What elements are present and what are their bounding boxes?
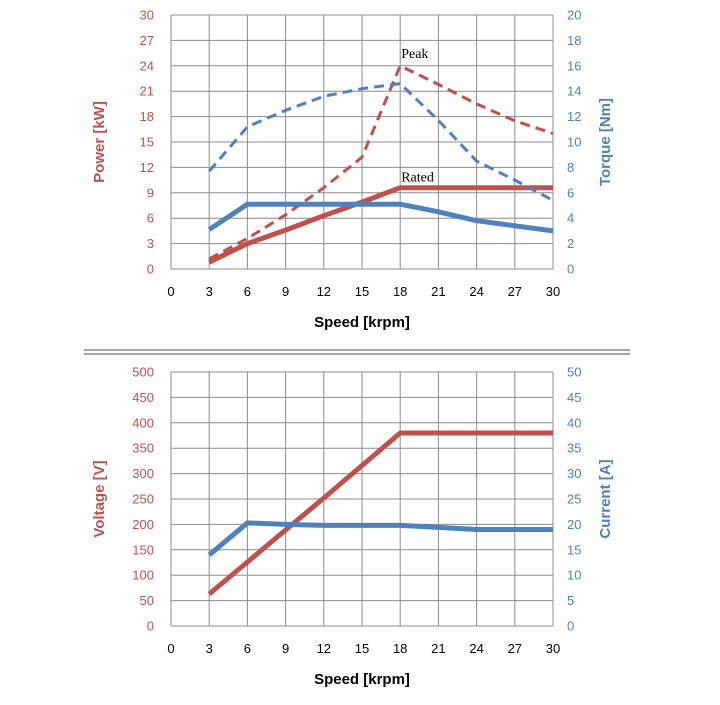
x-tick-label: 3 <box>206 641 213 656</box>
x-tick-label: 9 <box>282 284 289 299</box>
y-left-tick-label: 500 <box>132 365 154 380</box>
y-right-tick-label: 25 <box>567 492 581 507</box>
series-line-blue-solid <box>207 520 553 557</box>
y-left-tick-label: 24 <box>140 58 154 73</box>
y-left-tick-label: 300 <box>132 466 154 481</box>
annotation-rated: Rated <box>401 171 434 186</box>
x-tick-label: 15 <box>355 641 369 656</box>
x-tick-label: 0 <box>167 641 174 656</box>
y-left-tick-label: 18 <box>140 109 154 124</box>
x-tick-label: 30 <box>546 284 560 299</box>
y-right-tick-label: 0 <box>567 619 574 634</box>
y-right-tick-label: 20 <box>567 8 581 23</box>
y-left-tick-label: 9 <box>147 185 154 200</box>
y-left-tick-label: 150 <box>132 542 154 557</box>
y-left-tick-label: 0 <box>147 619 154 634</box>
x-tick-label: 21 <box>431 284 445 299</box>
x-tick-label: 27 <box>508 284 522 299</box>
y-left-tick-label: 350 <box>132 441 154 456</box>
x-tick-label: 15 <box>355 284 369 299</box>
y-left-tick-label: 450 <box>132 390 154 405</box>
y-right-tick-label: 15 <box>567 542 581 557</box>
y-left-tick-label: 6 <box>147 211 154 226</box>
x-axis-title: Speed [krpm] <box>314 314 410 331</box>
x-tick-label: 12 <box>317 284 331 299</box>
x-tick-label: 6 <box>244 641 251 656</box>
voltage-current-chart: 0501001502002503003504004505000510152025… <box>91 365 614 689</box>
x-tick-label: 24 <box>469 641 483 656</box>
y-right-tick-label: 16 <box>567 58 581 73</box>
y-right-tick-label: 45 <box>567 390 581 405</box>
y-right-tick-label: 2 <box>567 236 574 251</box>
y-left-tick-label: 21 <box>140 84 154 99</box>
series-line-blue-dashed <box>208 82 554 202</box>
series-line-red-solid <box>207 430 553 596</box>
y-right-tick-label: 8 <box>567 160 574 175</box>
x-tick-label: 18 <box>393 641 407 656</box>
y-left-tick-label: 12 <box>140 160 154 175</box>
x-axis-title: Speed [krpm] <box>314 671 410 688</box>
y-left-tick-label: 3 <box>147 236 154 251</box>
annotation-peak: Peak <box>401 47 428 62</box>
y-right-axis-title: Torque [Nm] <box>597 98 614 186</box>
x-tick-label: 12 <box>317 641 331 656</box>
x-tick-label: 9 <box>282 641 289 656</box>
y-right-tick-label: 35 <box>567 441 581 456</box>
y-right-tick-label: 50 <box>567 365 581 380</box>
y-left-tick-label: 0 <box>147 262 154 277</box>
y-left-tick-label: 50 <box>140 593 154 608</box>
y-right-tick-label: 5 <box>567 593 574 608</box>
series-line-red-dashed <box>208 64 554 261</box>
y-left-axis-title: Voltage [V] <box>91 460 108 537</box>
y-right-tick-label: 20 <box>567 517 581 532</box>
x-tick-label: 18 <box>393 284 407 299</box>
x-tick-label: 30 <box>546 641 560 656</box>
y-right-tick-label: 6 <box>567 185 574 200</box>
y-left-tick-label: 30 <box>140 8 154 23</box>
series-line-blue-solid <box>207 201 554 234</box>
x-tick-label: 27 <box>508 641 522 656</box>
y-left-tick-label: 400 <box>132 415 154 430</box>
y-right-tick-label: 10 <box>567 568 581 583</box>
y-left-tick-label: 15 <box>140 135 154 150</box>
y-right-tick-label: 4 <box>567 211 574 226</box>
y-right-tick-label: 0 <box>567 262 574 277</box>
y-right-tick-label: 40 <box>567 415 581 430</box>
y-left-tick-label: 250 <box>132 492 154 507</box>
x-tick-label: 3 <box>206 284 213 299</box>
series-line-red-solid <box>208 185 553 265</box>
x-tick-label: 24 <box>469 284 483 299</box>
y-right-tick-label: 10 <box>567 135 581 150</box>
y-left-tick-label: 100 <box>132 568 154 583</box>
x-tick-label: 6 <box>244 284 251 299</box>
y-right-tick-label: 30 <box>567 466 581 481</box>
section-separator <box>84 349 630 355</box>
y-left-tick-label: 27 <box>140 33 154 48</box>
y-right-tick-label: 14 <box>567 84 581 99</box>
x-tick-label: 0 <box>167 284 174 299</box>
y-right-tick-label: 18 <box>567 33 581 48</box>
x-tick-label: 21 <box>431 641 445 656</box>
y-left-tick-label: 200 <box>132 517 154 532</box>
y-right-tick-label: 12 <box>567 109 581 124</box>
y-left-axis-title: Power [kW] <box>91 101 108 183</box>
y-right-axis-title: Current [A] <box>597 459 614 538</box>
